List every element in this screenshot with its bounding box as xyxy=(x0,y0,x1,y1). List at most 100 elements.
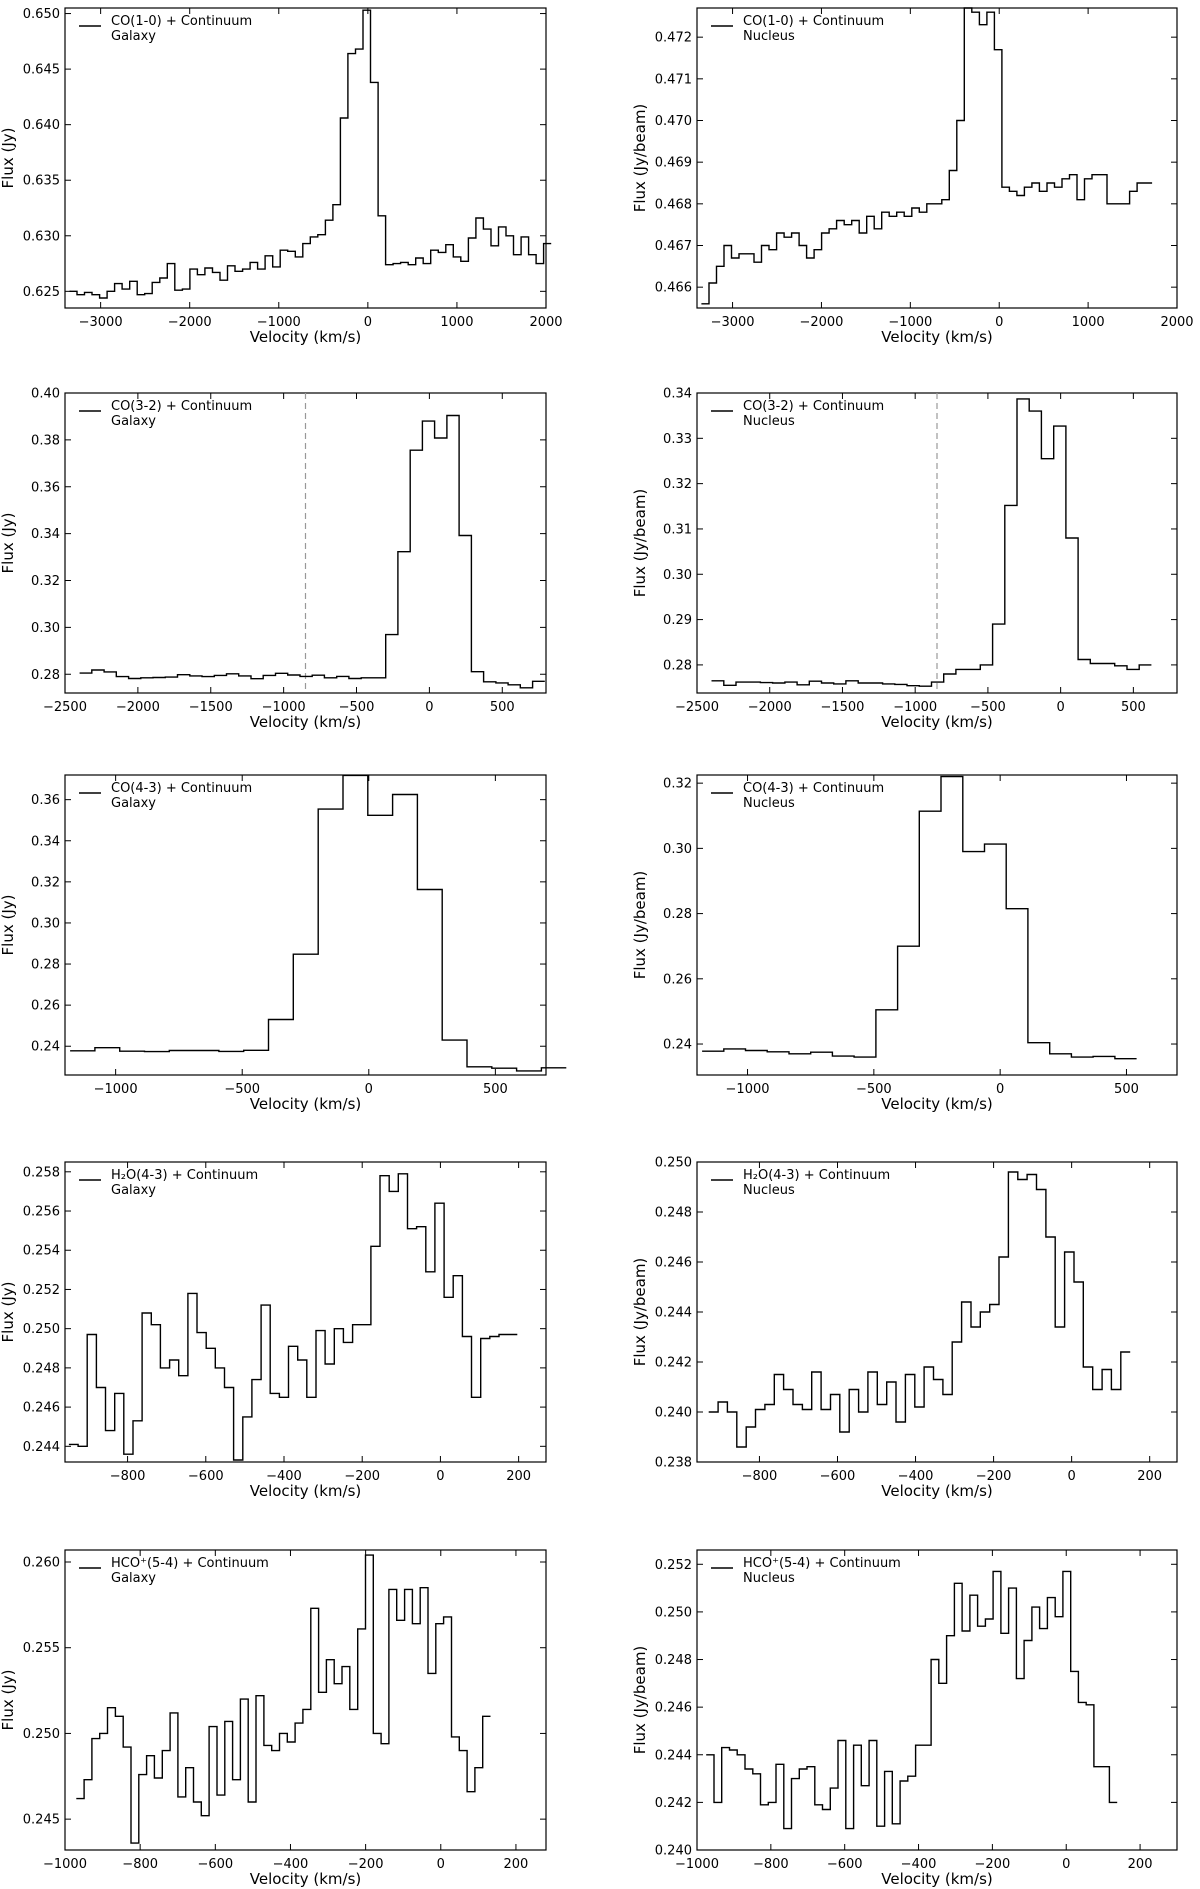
legend-region: Nucleus xyxy=(743,414,795,429)
spectrum-panel: −800 −600 −400 −200 0 200 0.238 0.240 0.242 0.244… xyxy=(631,1156,1178,1500)
x-tick-label: −800 xyxy=(753,1857,789,1872)
x-tick-label: −800 xyxy=(110,1469,146,1484)
y-tick-label: 0.34 xyxy=(31,834,60,849)
y-tick-label: 0.242 xyxy=(655,1356,692,1371)
x-tick-label: −400 xyxy=(273,1857,309,1872)
x-tick-label: −2000 xyxy=(799,315,843,330)
x-tick-label: 1000 xyxy=(440,315,473,330)
y-tick-label: 0.468 xyxy=(655,197,692,212)
legend-region: Galaxy xyxy=(111,29,156,44)
y-tick-label: 0.246 xyxy=(655,1256,692,1271)
x-tick-label: −1000 xyxy=(43,1857,87,1872)
y-tick-label: 0.645 xyxy=(23,63,60,78)
x-tick-label: 500 xyxy=(490,700,515,715)
y-axis-label: Flux (Jy/beam) xyxy=(631,1258,649,1367)
plot-frame xyxy=(64,1549,547,1851)
legend-region: Galaxy xyxy=(111,414,156,429)
y-tick-label: 0.36 xyxy=(31,793,60,808)
y-tick-label: 0.466 xyxy=(655,281,692,296)
y-axis-label: Flux (Jy/beam) xyxy=(631,1646,649,1755)
y-tick-label: 0.28 xyxy=(663,658,692,673)
x-tick-label: −400 xyxy=(898,1469,934,1484)
y-axis-label: Flux (Jy) xyxy=(0,1282,17,1343)
y-tick-label: 0.471 xyxy=(655,72,692,87)
spectrum-panel: −1000 −500 0 500 0.24 0.26 0.28 0.30 0.32 CO(4-3)… xyxy=(631,774,1178,1113)
legend-label: H₂O(4-3) + Continuum xyxy=(743,1168,890,1183)
x-tick-label: −500 xyxy=(224,1082,260,1097)
x-tick-label: −200 xyxy=(344,1469,380,1484)
x-tick-label: −500 xyxy=(970,700,1006,715)
y-tick-label: 0.40 xyxy=(31,387,60,402)
y-tick-label: 0.245 xyxy=(23,1813,60,1828)
plot-frame xyxy=(696,7,1178,309)
x-tick-label: −600 xyxy=(827,1857,863,1872)
spectrum-line xyxy=(70,774,567,1072)
x-axis-label: Velocity (km/s) xyxy=(881,1095,992,1113)
plot-frame xyxy=(696,774,1178,1076)
x-axis-label: Velocity (km/s) xyxy=(881,1482,992,1500)
legend-region: Nucleus xyxy=(743,1183,795,1198)
x-tick-label: 2000 xyxy=(1160,315,1193,330)
x-tick-label: −1000 xyxy=(257,315,301,330)
x-tick-label: −600 xyxy=(820,1469,856,1484)
y-tick-label: 0.248 xyxy=(655,1206,692,1221)
y-tick-label: 0.36 xyxy=(31,480,60,495)
spectrum-line xyxy=(702,775,1137,1060)
y-tick-label: 0.248 xyxy=(655,1653,692,1668)
x-tick-label: 0 xyxy=(365,1082,373,1097)
y-tick-label: 0.248 xyxy=(23,1361,60,1376)
y-tick-label: 0.28 xyxy=(31,668,60,683)
legend-label: CO(4-3) + Continuum xyxy=(743,781,884,796)
y-axis-label: Flux (Jy) xyxy=(0,895,17,956)
y-axis-label: Flux (Jy/beam) xyxy=(631,104,649,213)
x-tick-label: −2000 xyxy=(748,700,792,715)
legend-label: CO(3-2) + Continuum xyxy=(743,399,884,414)
legend-region: Nucleus xyxy=(743,1571,795,1586)
legend-label: CO(4-3) + Continuum xyxy=(111,781,252,796)
y-axis-label: Flux (Jy/beam) xyxy=(631,871,649,980)
y-tick-label: 0.250 xyxy=(23,1322,60,1337)
spectrum-line xyxy=(701,7,1153,305)
legend-region: Galaxy xyxy=(111,796,156,811)
x-tick-label: −1500 xyxy=(820,700,864,715)
x-tick-label: −500 xyxy=(856,1082,892,1097)
x-tick-label: 200 xyxy=(506,1469,531,1484)
x-tick-label: 1000 xyxy=(1072,315,1105,330)
spectrum-panel: −1000 −500 0 500 0.24 0.26 0.28 0.30 0.32 0.34 0.3… xyxy=(0,774,567,1113)
spectrum-line xyxy=(76,1554,491,1844)
y-tick-label: 0.34 xyxy=(31,527,60,542)
y-axis-label: Flux (Jy/beam) xyxy=(631,489,649,598)
spectrum-panel: −3000 −2000 −1000 0 1000 2000 0.625 0.630 0.635 0… xyxy=(0,7,563,346)
y-tick-label: 0.31 xyxy=(663,522,692,537)
y-tick-label: 0.24 xyxy=(663,1038,692,1053)
plot-frame xyxy=(64,774,547,1076)
spectrum-panel: −3000 −2000 −1000 0 1000 2000 0.466 0.467 0.468 0… xyxy=(631,7,1194,346)
y-tick-label: 0.240 xyxy=(655,1844,692,1859)
y-tick-label: 0.32 xyxy=(31,574,60,589)
y-tick-label: 0.38 xyxy=(31,433,60,448)
y-tick-label: 0.467 xyxy=(655,239,692,254)
y-tick-label: 0.32 xyxy=(663,777,692,792)
x-tick-label: −800 xyxy=(122,1857,158,1872)
y-tick-label: 0.246 xyxy=(23,1401,60,1416)
x-tick-label: 0 xyxy=(436,1469,444,1484)
legend-region: Nucleus xyxy=(743,29,795,44)
y-tick-label: 0.240 xyxy=(655,1406,692,1421)
y-tick-label: 0.26 xyxy=(31,999,60,1014)
x-axis-label: Velocity (km/s) xyxy=(250,1482,361,1500)
x-tick-label: −200 xyxy=(975,1857,1011,1872)
y-tick-label: 0.246 xyxy=(655,1701,692,1716)
spectrum-line xyxy=(69,9,552,299)
x-tick-label: 0 xyxy=(996,1082,1004,1097)
x-tick-label: 0 xyxy=(1067,1469,1075,1484)
x-tick-label: −1000 xyxy=(726,1082,770,1097)
legend-label: CO(1-0) + Continuum xyxy=(743,14,884,29)
x-axis-label: Velocity (km/s) xyxy=(250,328,361,346)
x-tick-label: 0 xyxy=(1062,1857,1070,1872)
x-tick-label: 200 xyxy=(504,1857,529,1872)
x-axis-label: Velocity (km/s) xyxy=(881,1870,992,1888)
x-tick-label: −200 xyxy=(976,1469,1012,1484)
y-tick-label: 0.32 xyxy=(31,875,60,890)
legend-label: H₂O(4-3) + Continuum xyxy=(111,1168,258,1183)
spectrum-panel: −2500 −2000 −1500 −1000 −500 0 500 0.28 0.29 0.30… xyxy=(631,387,1178,731)
